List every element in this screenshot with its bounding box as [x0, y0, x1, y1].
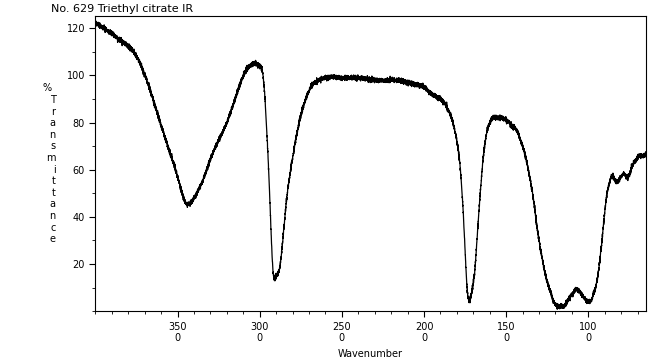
X-axis label: Wavenumber: Wavenumber — [338, 349, 403, 359]
Y-axis label: % 
T
r
a
n
s
m
i
t
t
a
n
c
e: % T r a n s m i t t a n c e — [43, 83, 55, 244]
Text: No. 629 Triethyl citrate IR: No. 629 Triethyl citrate IR — [51, 4, 194, 14]
